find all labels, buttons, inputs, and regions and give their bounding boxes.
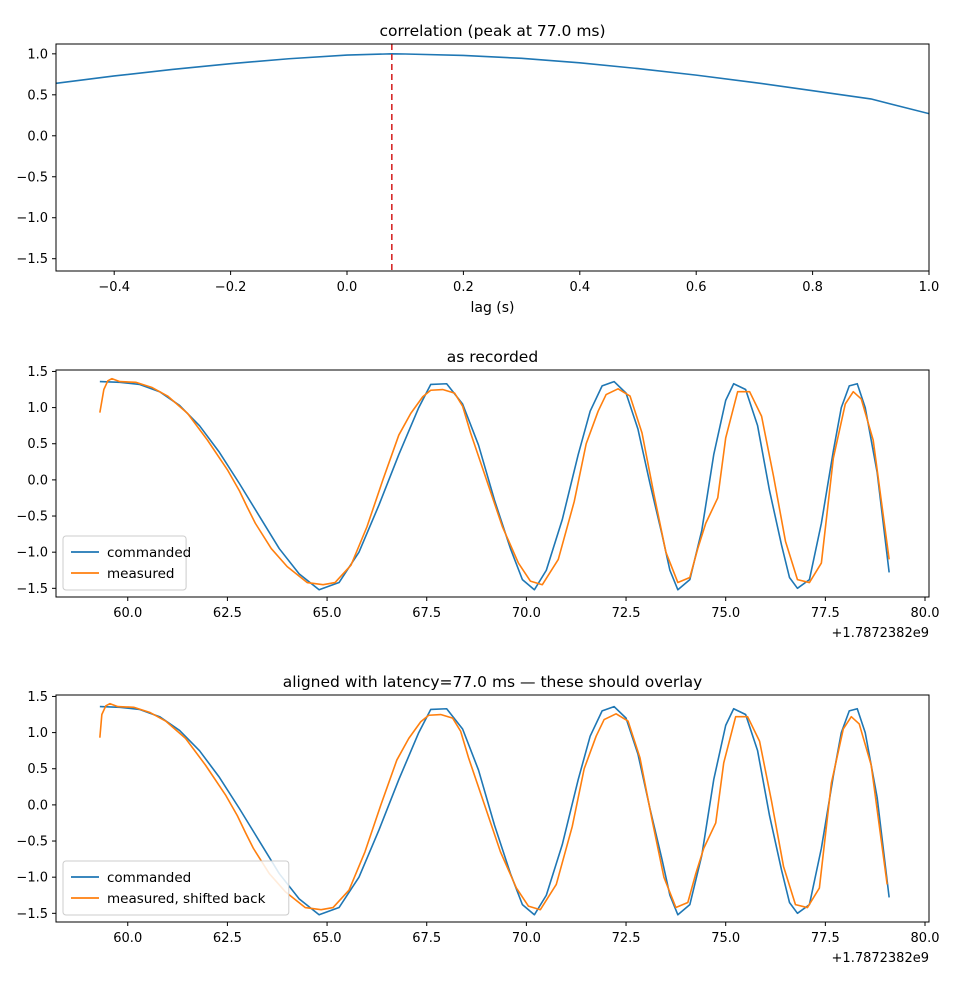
legend-box <box>62 535 187 591</box>
legend: commanded measured <box>62 535 191 591</box>
y-tick-label: −0.5 <box>16 835 48 850</box>
series-line-correlation <box>56 53 929 115</box>
series-line-measured <box>99 702 888 911</box>
x-tick-label: 1.0 <box>919 280 940 295</box>
x-tick-label: 77.5 <box>811 931 840 946</box>
x-tick-label: 70.0 <box>512 931 541 946</box>
y-tick-label: −0.5 <box>16 170 48 185</box>
y-tick-label: −1.0 <box>16 871 48 886</box>
x-tick-label: 80.0 <box>911 606 940 621</box>
y-tick-label: 0.0 <box>27 129 48 144</box>
x-offset-label: +1.7872382e9 <box>832 626 929 641</box>
y-tick-label: −1.5 <box>16 907 48 922</box>
legend-label: measured, shifted back <box>107 891 266 907</box>
x-tick-label: 77.5 <box>811 606 840 621</box>
chart-title: correlation (peak at 77.0 ms) <box>379 22 605 40</box>
y-tick-label: 0.0 <box>27 798 48 813</box>
y-tick-label: 0.5 <box>27 88 48 103</box>
x-tick-label: 0.4 <box>569 280 590 295</box>
y-tick-label: −0.5 <box>16 510 48 525</box>
y-tick-label: 0.5 <box>27 437 48 452</box>
x-tick-label: 67.5 <box>412 606 441 621</box>
y-tick-label: 1.5 <box>27 690 48 705</box>
legend-label: commanded <box>107 545 191 561</box>
x-tick-label: 62.5 <box>213 606 242 621</box>
x-tick-label: 0.6 <box>686 280 707 295</box>
chart-title: aligned with latency=77.0 ms — these sho… <box>283 673 703 691</box>
y-tick-label: −1.0 <box>16 546 48 561</box>
x-tick-label: 65.0 <box>313 931 342 946</box>
x-tick-label: 65.0 <box>313 606 342 621</box>
y-tick-label: 0.5 <box>27 762 48 777</box>
series-line-measured <box>99 377 890 586</box>
x-tick-label: 75.0 <box>711 606 740 621</box>
y-tick-label: −1.5 <box>16 252 48 267</box>
x-tick-label: 60.0 <box>113 931 142 946</box>
y-tick-label: 0.0 <box>27 473 48 488</box>
y-tick-label: −1.5 <box>16 582 48 597</box>
x-tick-label: 60.0 <box>113 606 142 621</box>
y-tick-label: −1.0 <box>16 211 48 226</box>
chart-title: as recorded <box>447 348 538 366</box>
x-tick-label: 67.5 <box>412 931 441 946</box>
x-tick-label: −0.2 <box>215 280 247 295</box>
series-line-commanded <box>99 380 890 591</box>
x-tick-label: 0.2 <box>453 280 474 295</box>
subplot-1: −0.4 −0.2 0.0 0.2 0.4 0.6 0.8 1.0 1.0 0.5 0.0 −0.5 −… <box>16 22 939 316</box>
legend-label: measured <box>107 566 174 582</box>
x-tick-label: 70.0 <box>512 606 541 621</box>
x-tick-label: 72.5 <box>612 606 641 621</box>
x-tick-label: 72.5 <box>612 931 641 946</box>
y-tick-label: 1.0 <box>27 47 48 62</box>
axes-frame <box>55 43 930 272</box>
x-axis-label: lag (s) <box>470 300 514 316</box>
y-tick-label: 1.5 <box>27 365 48 380</box>
subplot-3: 60.0 62.5 65.0 67.5 70.0 72.5 75.0 77.5 80.0 1.5 1… <box>16 673 939 966</box>
axes-frame <box>55 369 930 598</box>
legend: commanded measured, shifted back <box>62 860 290 916</box>
axes-frame <box>55 694 930 923</box>
legend-label: commanded <box>107 870 191 886</box>
x-tick-label: 75.0 <box>711 931 740 946</box>
x-tick-label: 62.5 <box>213 931 242 946</box>
x-tick-label: 0.8 <box>802 280 823 295</box>
legend-box <box>62 860 290 916</box>
x-offset-label: +1.7872382e9 <box>832 951 929 966</box>
y-tick-label: 1.0 <box>27 401 48 416</box>
x-tick-label: −0.4 <box>98 280 130 295</box>
x-tick-label: 80.0 <box>911 931 940 946</box>
y-tick-label: 1.0 <box>27 726 48 741</box>
x-tick-label: 0.0 <box>337 280 358 295</box>
subplot-2: 60.0 62.5 65.0 67.5 70.0 72.5 75.0 77.5 80.0 1.5 1… <box>16 348 939 641</box>
